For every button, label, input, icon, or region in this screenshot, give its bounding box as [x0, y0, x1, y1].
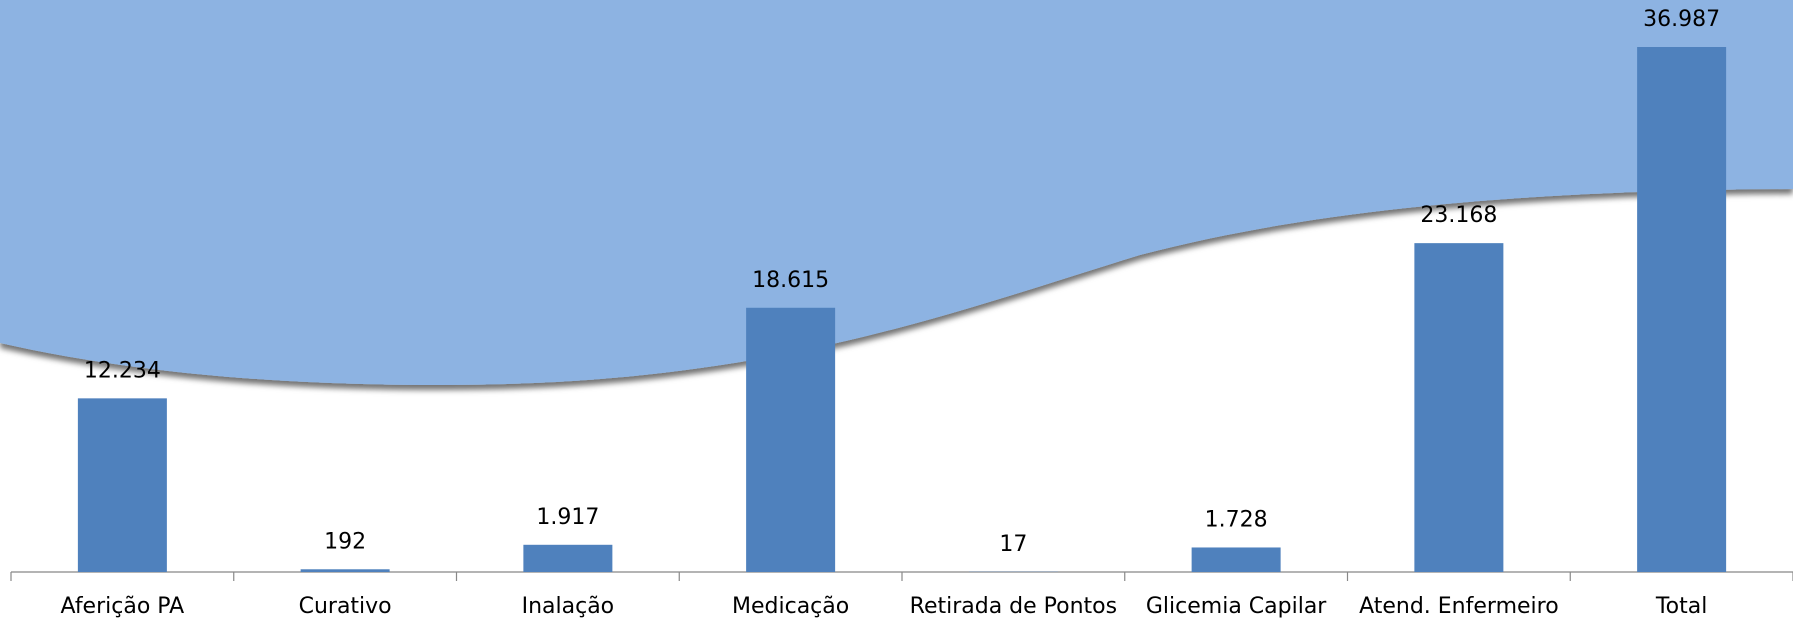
data-label: 1.728: [1205, 507, 1268, 532]
x-tick-label: Inalação: [522, 594, 615, 619]
data-label: 192: [324, 529, 366, 554]
bar: [1414, 243, 1503, 572]
data-label: 18.615: [752, 268, 829, 293]
x-tick-label: Retirada de Pontos: [910, 594, 1117, 619]
bar: [1637, 47, 1726, 572]
chart: 12.234 Aferição PA 192 Curativo 1.917 Inalaçã…: [0, 0, 1793, 620]
x-tick-label: Medicação: [732, 594, 849, 619]
bar: [523, 545, 612, 572]
x-tick-label: Total: [1655, 594, 1707, 619]
bar: [746, 308, 835, 572]
data-label: 36.987: [1643, 7, 1720, 32]
x-tick-label: Atend. Enfermeiro: [1359, 594, 1559, 619]
data-label: 1.917: [536, 505, 599, 530]
x-tick-label: Aferição PA: [61, 594, 185, 619]
bar: [78, 398, 167, 572]
data-label: 17: [999, 532, 1027, 557]
data-label: 23.168: [1420, 203, 1497, 228]
x-tick-label: Curativo: [299, 594, 392, 619]
bar: [301, 569, 390, 572]
data-label: 12.234: [84, 358, 161, 383]
bar: [1192, 547, 1281, 572]
background-wave: [0, 0, 1793, 385]
x-tick-label: Glicemia Capilar: [1146, 594, 1327, 619]
